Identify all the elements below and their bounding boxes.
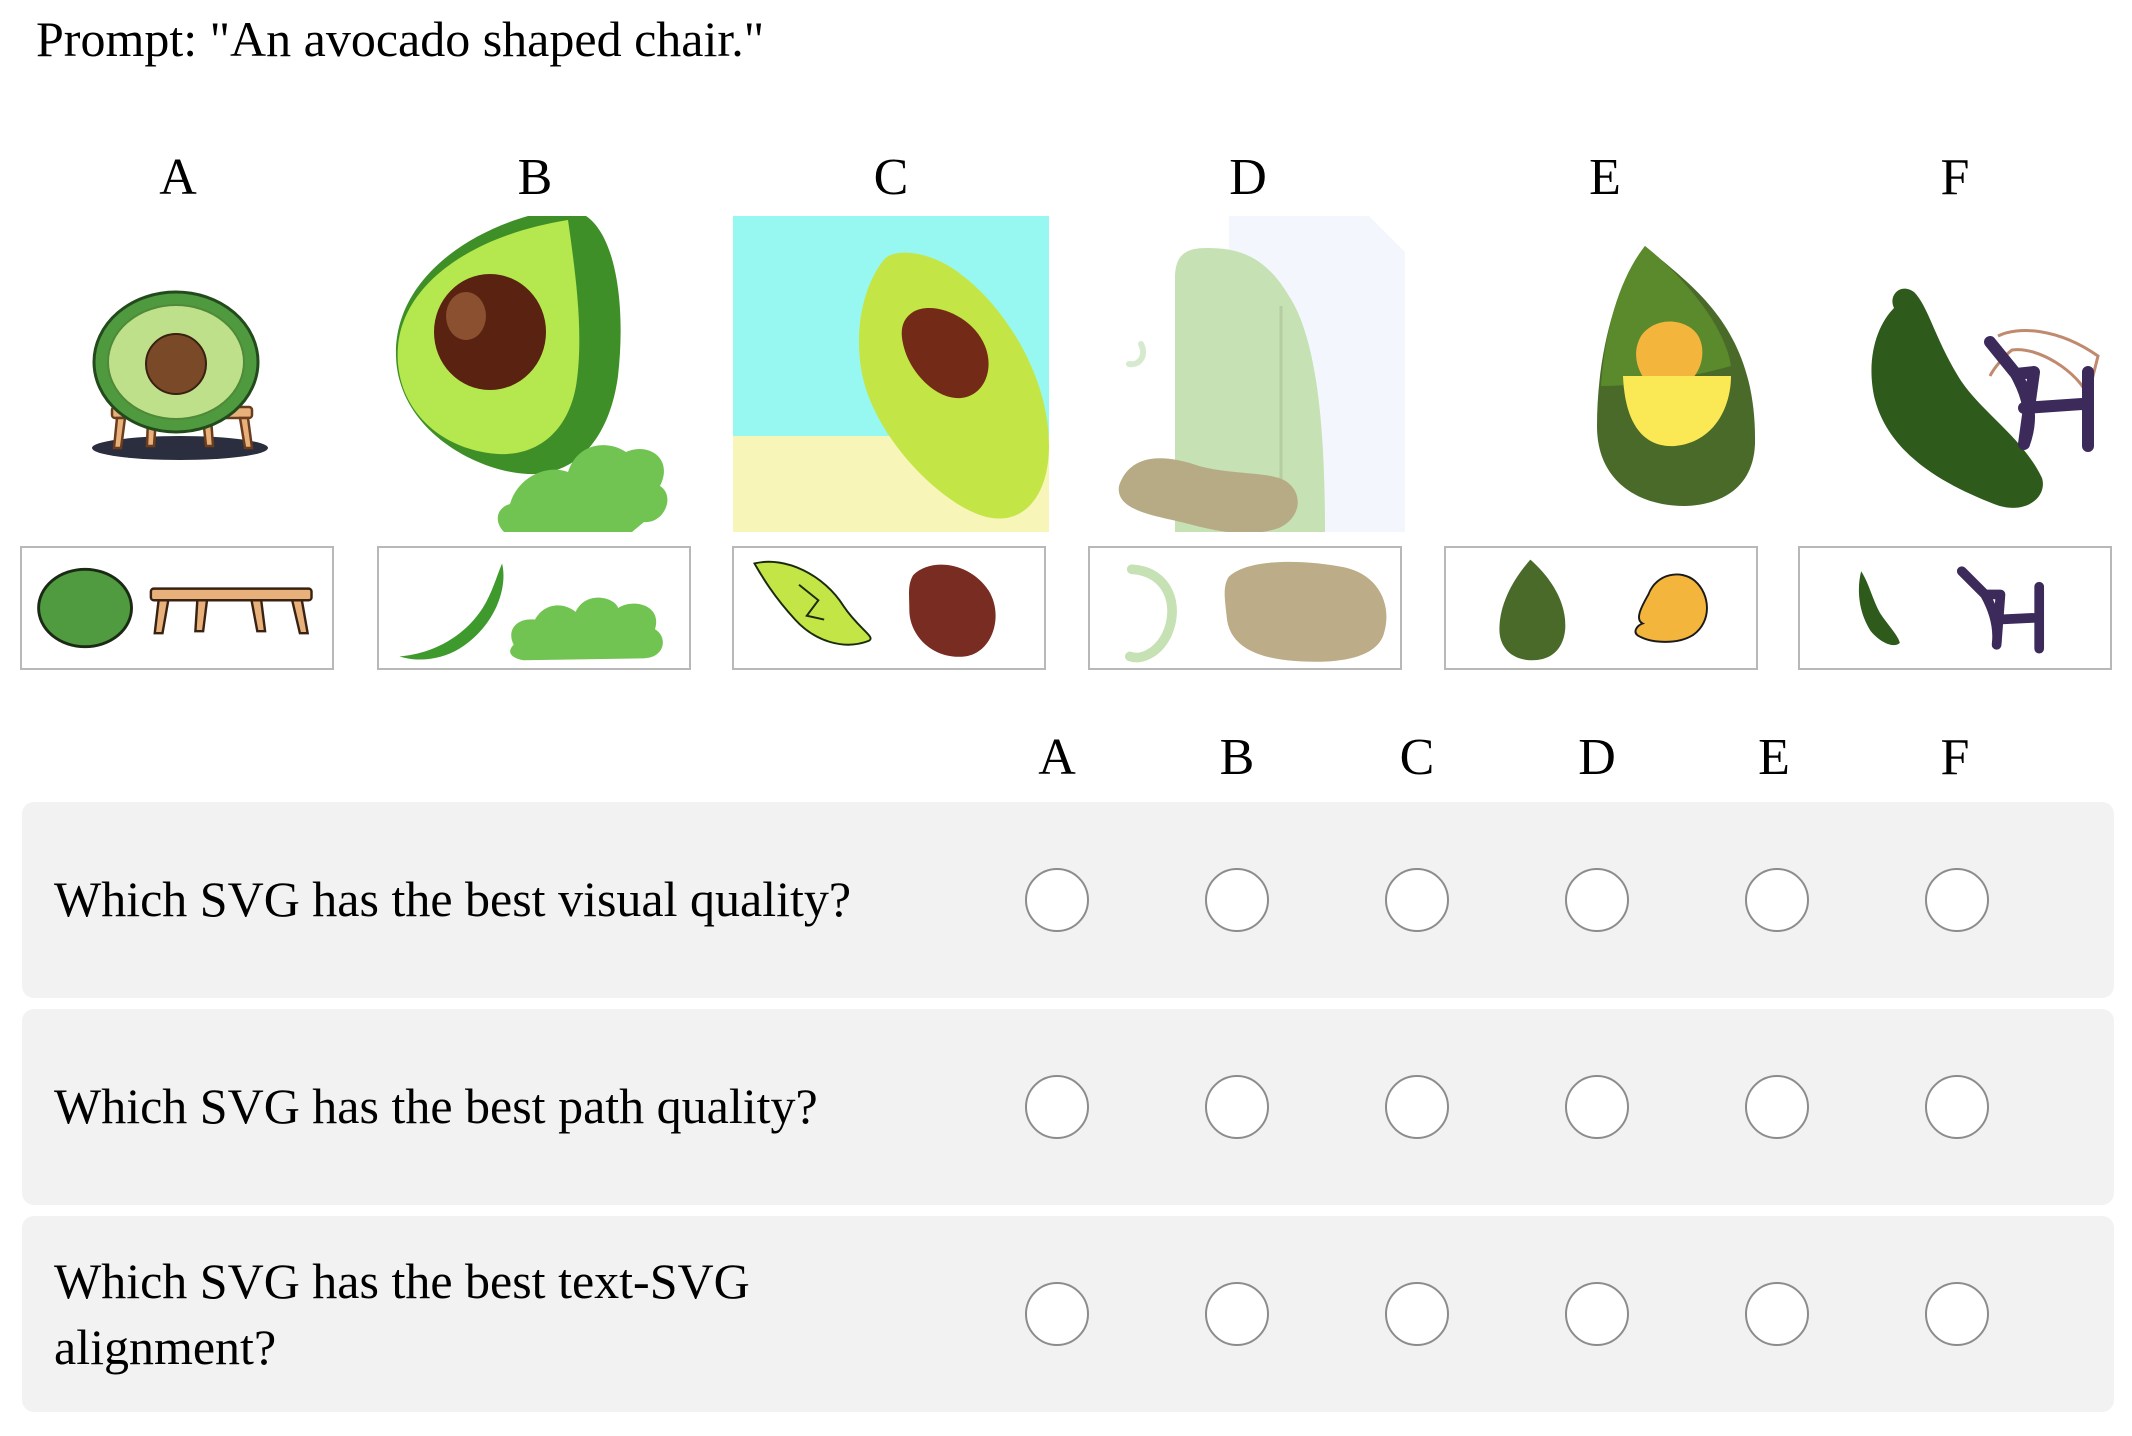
parts-box-a: [20, 546, 334, 670]
column-header-f: F: [1940, 729, 1970, 786]
green-leaf-stroke-icon: [1858, 571, 1900, 646]
wooden-bench-icon: [149, 587, 313, 635]
avocado-round-chair-icon: [20, 216, 336, 532]
orange-egg-icon: [1634, 573, 1708, 643]
parts-box-c: [732, 546, 1046, 670]
lime-leaf-icon: [753, 560, 872, 646]
pale-chair-blob-icon: [1089, 216, 1405, 532]
radio-visual-quality-c[interactable]: [1385, 868, 1449, 932]
green-bush-icon: [510, 597, 663, 661]
parts-box-f: [1798, 546, 2112, 670]
option-label-c: C: [873, 149, 909, 206]
option-label-e: E: [1589, 149, 1621, 206]
radio-path-quality-b[interactable]: [1205, 1075, 1269, 1139]
tan-blob-icon: [1224, 561, 1387, 662]
column-header-d: D: [1578, 729, 1616, 786]
avocado-on-beach-icon: [733, 216, 1049, 532]
parts-box-e: [1444, 546, 1758, 670]
column-header-c: C: [1399, 729, 1435, 786]
radio-visual-quality-e[interactable]: [1745, 868, 1809, 932]
radio-alignment-a[interactable]: [1025, 1282, 1089, 1346]
question-text: Which SVG has the best path quality?: [54, 1078, 818, 1134]
option-label-b: B: [517, 149, 553, 206]
question-text: Which SVG has the best text-SVG alignmen…: [54, 1253, 750, 1375]
radio-alignment-d[interactable]: [1565, 1282, 1629, 1346]
purple-chair-stroke-icon: [1956, 566, 2045, 654]
question-row-path-quality: Which SVG has the best path quality?: [22, 1009, 2114, 1205]
radio-visual-quality-b[interactable]: [1205, 868, 1269, 932]
avocado-with-chair-icon: [1798, 216, 2114, 532]
radio-alignment-c[interactable]: [1385, 1282, 1449, 1346]
radio-path-quality-e[interactable]: [1745, 1075, 1809, 1139]
column-header-e: E: [1758, 729, 1790, 786]
pale-arc-icon: [1125, 564, 1177, 663]
option-label-a: A: [159, 149, 197, 206]
radio-path-quality-c[interactable]: [1385, 1075, 1449, 1139]
radio-path-quality-d[interactable]: [1565, 1075, 1629, 1139]
brown-pit-icon: [909, 564, 996, 657]
option-label-f: F: [1940, 149, 1970, 206]
avocado-yellow-pit-icon: [1445, 216, 1761, 532]
dark-green-drop-icon: [1499, 559, 1566, 661]
green-peel-stroke-icon: [399, 563, 504, 660]
parts-box-d: [1088, 546, 1402, 670]
option-label-d: D: [1229, 149, 1267, 206]
radio-visual-quality-f[interactable]: [1925, 868, 1989, 932]
avocado-half-icon: [378, 216, 694, 532]
radio-alignment-f[interactable]: [1925, 1282, 1989, 1346]
prompt-text: Prompt: "An avocado shaped chair.": [36, 11, 765, 67]
parts-box-b: [377, 546, 691, 670]
radio-alignment-b[interactable]: [1205, 1282, 1269, 1346]
radio-alignment-e[interactable]: [1745, 1282, 1809, 1346]
column-header-a: A: [1038, 729, 1076, 786]
radio-visual-quality-a[interactable]: [1025, 868, 1089, 932]
avocado-seat-icon: [37, 567, 133, 649]
radio-path-quality-a[interactable]: [1025, 1075, 1089, 1139]
radio-path-quality-f[interactable]: [1925, 1075, 1989, 1139]
column-header-b: B: [1219, 729, 1255, 786]
question-text: Which SVG has the best visual quality?: [54, 871, 852, 927]
question-row-text-svg-alignment: Which SVG has the best text-SVG alignmen…: [22, 1216, 2114, 1412]
question-row-visual-quality: Which SVG has the best visual quality?: [22, 802, 2114, 998]
radio-visual-quality-d[interactable]: [1565, 868, 1629, 932]
